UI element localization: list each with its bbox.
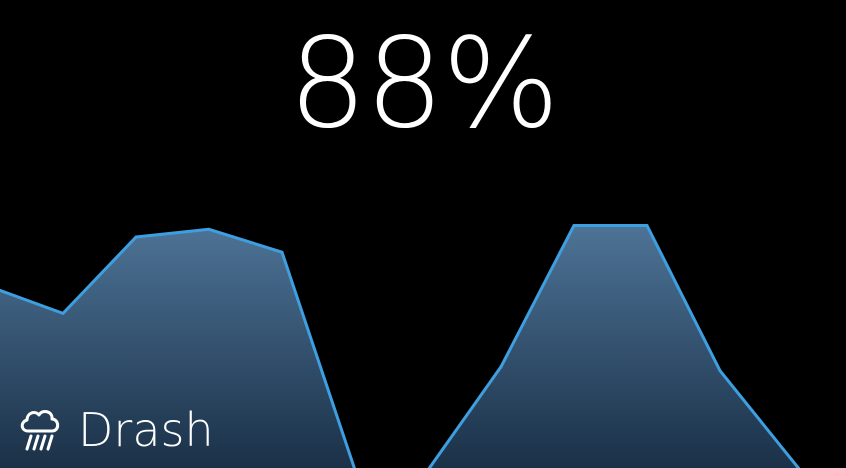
app-brand: Drash xyxy=(18,402,214,458)
data-point-10 xyxy=(718,369,722,373)
data-point-8 xyxy=(572,224,576,227)
rain-cloud-icon xyxy=(20,410,60,451)
data-point-7 xyxy=(499,365,503,369)
precipitation-percentage: 88% xyxy=(288,12,560,156)
data-point-3 xyxy=(207,227,211,231)
data-point-4 xyxy=(280,250,284,254)
data-point-0 xyxy=(0,288,2,292)
app-name: Drash xyxy=(78,403,214,457)
data-point-2 xyxy=(134,235,138,239)
data-point-9 xyxy=(645,224,649,227)
area-fill xyxy=(0,225,846,468)
data-point-1 xyxy=(61,311,65,315)
